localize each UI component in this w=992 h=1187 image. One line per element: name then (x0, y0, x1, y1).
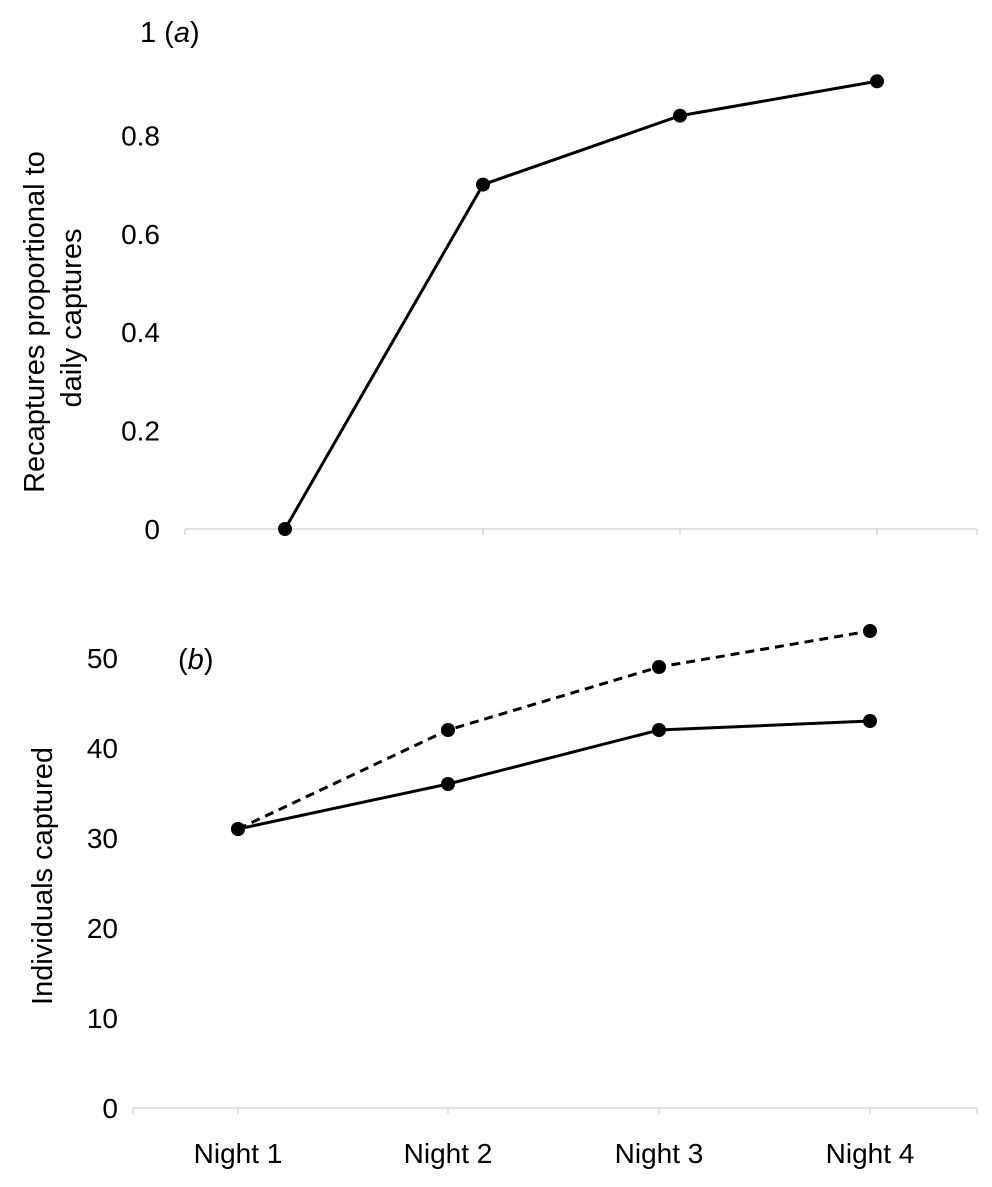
chart-panel-a: 1 (a) Recaptures proportional to daily c… (19, 17, 978, 545)
y-tick-label: 0.8 (121, 120, 160, 151)
panel-a-label: 1 (a) (140, 17, 200, 49)
panel-b-label: (b) (178, 644, 213, 676)
data-point-marker (441, 723, 455, 737)
data-point-marker (231, 822, 245, 836)
panel-b-x-tick-labels: Night 1 Night 2 Night 3 Night 4 (194, 1138, 915, 1169)
data-point-marker (863, 714, 877, 728)
panel-a-y-tick-labels: 0 0.2 0.4 0.6 0.8 (121, 120, 160, 545)
panel-a-y-axis-title: Recaptures proportional to daily capture… (19, 143, 88, 493)
y-tick-label: 0.6 (121, 219, 160, 250)
data-point-marker (652, 660, 666, 674)
panel-b-y-tick-labels: 0 10 20 30 40 50 (87, 643, 118, 1124)
x-tick-label: Night 1 (194, 1138, 283, 1169)
data-point-marker (652, 723, 666, 737)
y-tick-label: 10 (87, 1003, 118, 1034)
x-tick-label: Night 3 (615, 1138, 704, 1169)
x-tick-label: Night 4 (826, 1138, 915, 1169)
data-point-marker (441, 777, 455, 791)
data-point-marker (870, 74, 884, 89)
panel-a-x-axis (184, 528, 978, 535)
series-line-dashed (237, 629, 871, 831)
data-point-marker (673, 108, 687, 123)
panel-b-series (231, 624, 877, 836)
y-tick-label: 0.2 (121, 416, 160, 447)
panel-a-series (278, 74, 884, 536)
y-tick-label: 0 (102, 1093, 118, 1124)
y-tick-label: 20 (87, 913, 118, 944)
chart-panel-b: (b) Individuals captured 0 10 20 30 40 50 Nig… (27, 624, 978, 1169)
y-tick-label: 30 (87, 823, 118, 854)
data-point-marker (278, 522, 292, 536)
data-point-marker (476, 177, 490, 192)
panel-b-y-axis-title: Individuals captured (27, 747, 59, 1005)
y-tick-label: 0.4 (121, 317, 160, 348)
series-line-solid (237, 719, 871, 831)
y-tick-label: 50 (87, 643, 118, 674)
y-tick-label: 40 (87, 733, 118, 764)
x-tick-label: Night 2 (404, 1138, 493, 1169)
data-point-marker (863, 624, 877, 638)
series-line-solid (283, 79, 878, 530)
panel-b-x-axis (132, 1107, 978, 1114)
y-tick-label: 0 (144, 514, 160, 545)
